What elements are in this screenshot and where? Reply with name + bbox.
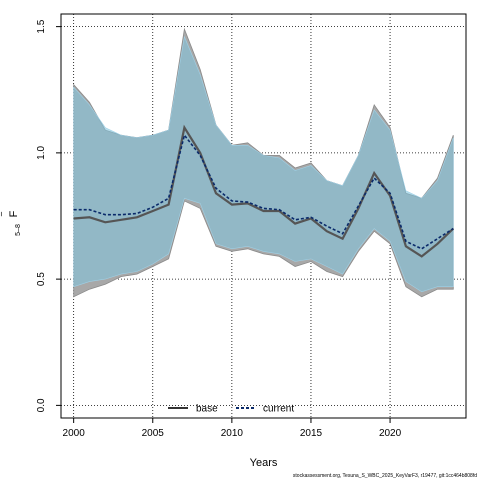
x-axis: 2000 2005 2010 2015 2020: [63, 418, 402, 439]
x-tick-label-2015: 2015: [300, 428, 323, 439]
legend: base current: [168, 404, 294, 415]
y-tick-label-1.5: 1.5: [36, 19, 47, 33]
x-tick-label-2005: 2005: [142, 428, 165, 439]
band-current: [73, 35, 454, 293]
plot-frame: [60, 13, 467, 419]
y-tick-label-0: 0.0: [36, 398, 47, 412]
x-tick-label-2010: 2010: [221, 428, 244, 439]
x-tick-label-2020: 2020: [379, 428, 402, 439]
y-axis-title: ‾ F 5–8: [1, 210, 22, 235]
series-line-current: [73, 133, 454, 250]
y-tick-label-1: 1.0: [36, 145, 47, 159]
x-axis-title: Years: [250, 457, 278, 469]
y-tick-label-0.5: 0.5: [36, 272, 47, 286]
y-axis-title-main: F: [8, 210, 20, 217]
series-layer: [73, 27, 455, 298]
y-axis: 0.0 0.5 1.0 1.5: [36, 19, 61, 412]
series-line-base: [73, 124, 455, 258]
x-tick-label-2000: 2000: [63, 428, 86, 439]
footer-note: stockassessment.org, Tesuna_S_WBC_2025_K…: [293, 473, 477, 479]
legend-label-base: base: [196, 404, 218, 415]
y-axis-title-bar: ‾: [1, 211, 13, 217]
legend-label-current: current: [263, 404, 294, 415]
y-axis-title-subscript: 5–8: [15, 224, 22, 236]
